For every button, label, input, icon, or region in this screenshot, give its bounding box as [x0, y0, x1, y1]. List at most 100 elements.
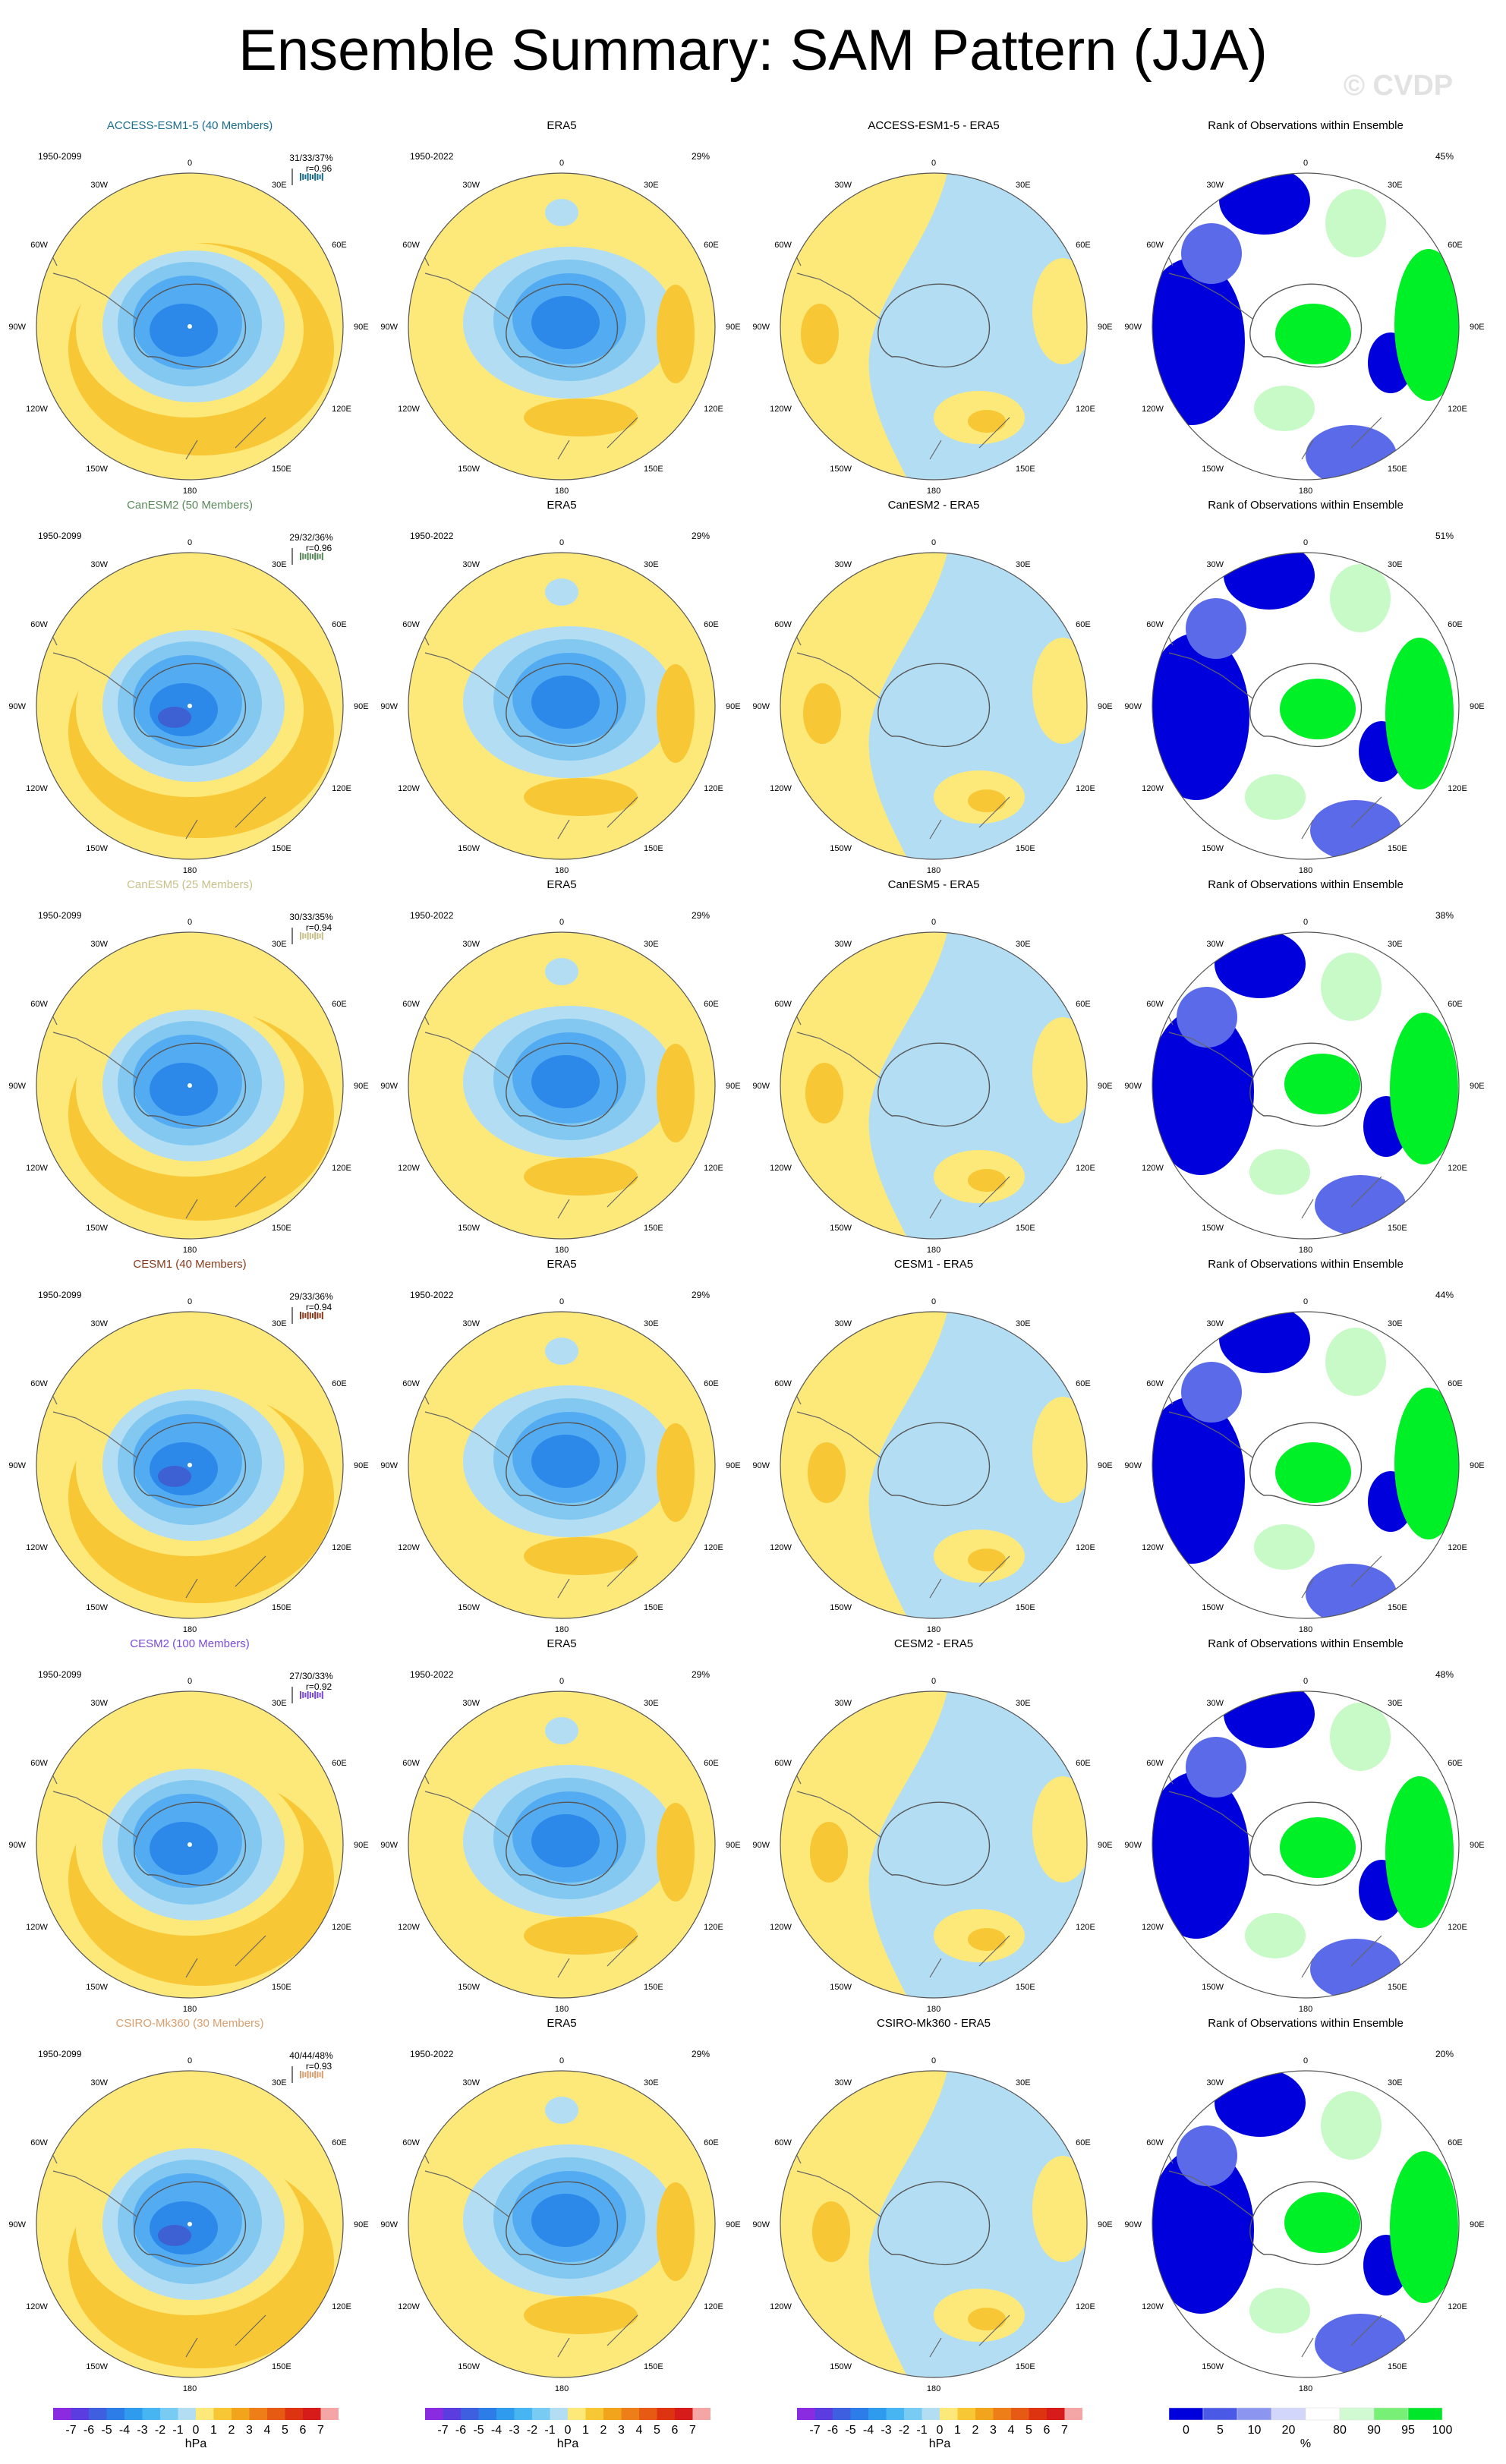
longitude-label: 30W [1206, 2078, 1224, 2087]
longitude-label: 180 [1299, 487, 1312, 496]
longitude-label: 30W [462, 1319, 480, 1328]
longitude-label: 60E [332, 2138, 347, 2147]
colorbar-swatch [1271, 2407, 1306, 2421]
longitude-label: 30W [834, 1319, 852, 1328]
map-border [1152, 1311, 1460, 1619]
longitude-label: 30E [272, 940, 287, 949]
hpa-colorbar: -7 -6 -5 -4 -3 -2 -1 0 1 2 3 4 5 6 7 hPa [53, 2408, 339, 2450]
colorbar-tick-label: -4 [863, 2424, 874, 2437]
longitude-label: 150E [272, 465, 291, 474]
longitude-label: 90E [354, 702, 369, 711]
pattern-correlation: r=0.96 [306, 163, 332, 174]
rank-region [1394, 249, 1459, 401]
difference-panel: CanESM5 - ERA5 0 30E 60E 90E 120E 150E 180 150W 1… [752, 878, 1112, 1255]
longitude-label: 120W [1142, 405, 1164, 414]
map-border [408, 2070, 716, 2378]
longitude-label: 30E [644, 2078, 659, 2087]
map-border [408, 931, 716, 1240]
member-bar [317, 1692, 319, 1698]
longitude-label: 30W [462, 560, 480, 569]
model-title: CSIRO-Mk360 (30 Members) [115, 2017, 263, 2030]
rank-region [1152, 1397, 1245, 1564]
rank-pct: 20% [1435, 2049, 1454, 2059]
longitude-label: 30W [1206, 1699, 1224, 1708]
colorbar-swatch [585, 2408, 603, 2420]
longitude-label: 150E [1016, 465, 1035, 474]
positive-contour [808, 1442, 846, 1503]
rank-region [1152, 633, 1249, 800]
longitude-label: 0 [187, 1297, 192, 1306]
longitude-label: 180 [555, 1246, 569, 1255]
negative-contour [545, 1338, 578, 1365]
antarctica-coastline [134, 1422, 247, 1507]
obs-title: ERA5 [547, 2017, 576, 2030]
member-bar [304, 934, 307, 938]
longitude-label: 120E [1448, 1164, 1467, 1173]
longitude-label: 180 [1299, 1246, 1312, 1255]
longitude-label: 150E [1388, 1983, 1407, 1992]
longitude-label: 90W [752, 1841, 770, 1850]
longitude-label: 60E [1076, 1759, 1091, 1768]
longitude-label: 150W [1202, 1224, 1224, 1233]
colorbar-tick-label: -6 [83, 2424, 94, 2437]
member-bar [321, 932, 323, 940]
longitude-label: 150W [458, 844, 480, 853]
rank-title: Rank of Observations within Ensemble [1208, 878, 1404, 891]
longitude-label: 60W [1146, 1000, 1164, 1009]
obs-period: 1950-2022 [410, 2049, 454, 2059]
colorbar-tick-label: 4 [264, 2424, 271, 2437]
longitude-label: 90E [1470, 1082, 1485, 1091]
colorbar-swatch [1339, 2407, 1375, 2421]
longitude-label: 90W [752, 323, 770, 332]
longitude-label: 30W [834, 181, 852, 190]
longitude-label: 60W [402, 1379, 420, 1388]
longitude-label: 90E [1098, 702, 1113, 711]
model-panel: ACCESS-ESM1-5 (40 Members) 1950-2099 31/33… [8, 119, 368, 496]
field-contours [45, 622, 334, 840]
member-bar [321, 173, 323, 181]
positive-contour [1032, 1017, 1087, 1123]
member-bar [300, 553, 301, 560]
rank-region [1325, 189, 1386, 257]
colorbar-swatch [160, 2408, 178, 2420]
longitude-label: 150E [272, 1603, 291, 1612]
antarctica-coastline [134, 283, 247, 368]
colorbar-swatch [1237, 2407, 1272, 2421]
positive-contour [657, 1803, 695, 1902]
longitude-label: 150W [830, 2362, 852, 2371]
positive-contour [780, 173, 949, 480]
field-contours [417, 2097, 703, 2358]
longitude-label: 60W [1146, 620, 1164, 629]
ensemble-spread-glyph [291, 1687, 323, 1703]
longitude-label: 150W [458, 1224, 480, 1233]
longitude-label: 60E [1448, 241, 1463, 250]
longitude-label: 180 [555, 2005, 569, 2014]
longitude-label: 150E [1016, 1983, 1035, 1992]
longitude-label: 30E [272, 1699, 287, 1708]
colorbar-tick-label: 3 [618, 2424, 625, 2437]
positive-contour [1032, 1397, 1087, 1503]
map-border [780, 552, 1088, 860]
longitude-label: 90E [1098, 323, 1113, 332]
longitude-label: 120E [704, 405, 723, 414]
longitude-label: 120W [770, 1164, 792, 1173]
pattern-correlation: r=0.94 [306, 922, 332, 933]
rank-title: Rank of Observations within Ensemble [1208, 1637, 1404, 1650]
longitude-label: 120E [332, 1543, 351, 1552]
colorbar-tick-label: 95 [1401, 2424, 1415, 2437]
longitude-label: 120E [704, 1923, 723, 1932]
map-border [36, 2070, 344, 2378]
longitude-label: 120E [332, 1164, 351, 1173]
colorbar-swatch [1047, 2408, 1065, 2420]
colorbar-swatch [1064, 2408, 1082, 2420]
obs-period: 1950-2022 [410, 910, 454, 921]
field-contours [45, 242, 334, 460]
longitude-label: 90E [726, 2220, 741, 2229]
difference-panel: CSIRO-Mk360 - ERA5 0 30E 60E 90E 120E 150E 180 1… [752, 2017, 1112, 2393]
longitude-label: 120E [704, 1543, 723, 1552]
positive-contour [968, 410, 1006, 433]
field-contours [1152, 173, 1459, 480]
colorbar-tick-label: -4 [491, 2424, 502, 2437]
longitude-label: 180 [555, 487, 569, 496]
colorbar-tick-label: -1 [172, 2424, 183, 2437]
